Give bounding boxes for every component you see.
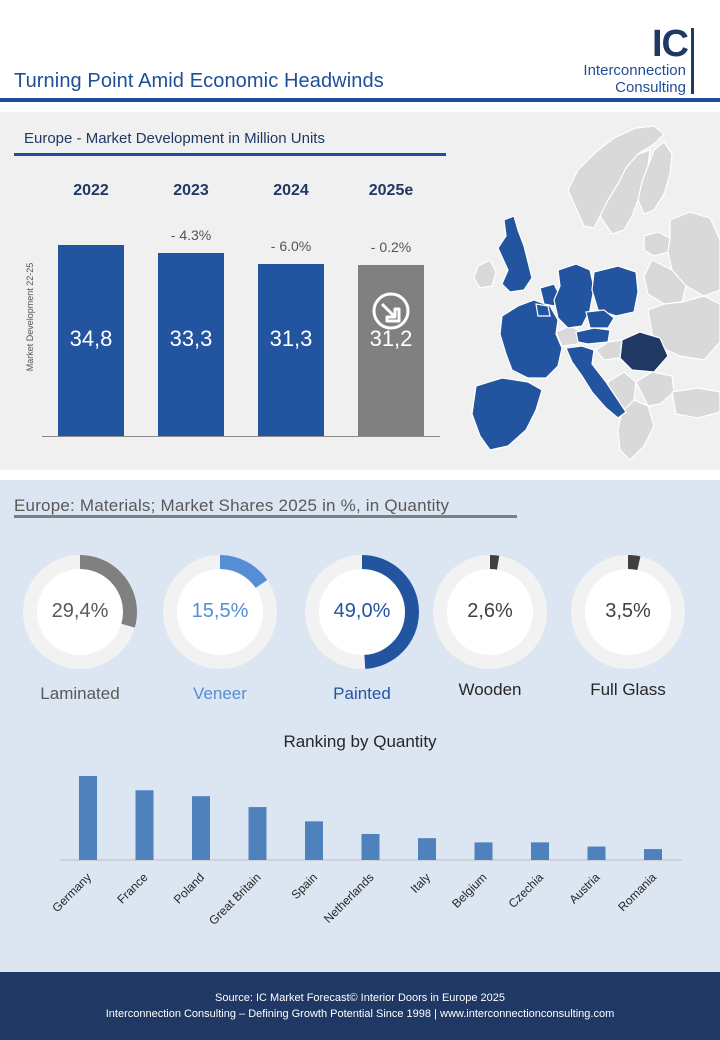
ranking-bar-france <box>135 790 154 860</box>
market-change-label: - 6.0% <box>270 238 312 254</box>
market-bar-value: 34,8 <box>69 326 113 351</box>
footer-tagline: Interconnection Consulting – Defining Gr… <box>105 1008 615 1020</box>
page-title: Turning Point Amid Economic Headwinds <box>14 70 384 92</box>
ranking-bar-austria <box>587 846 606 860</box>
donut-label: Laminated <box>40 684 120 703</box>
donut-label: Veneer <box>193 684 247 703</box>
donut-segment <box>433 555 547 669</box>
market-bar-2023: 33,3 <box>158 253 224 436</box>
footer: Source: IC Market Forecast© Interior Doo… <box>0 972 720 1040</box>
logo-line-1: Interconnection <box>583 62 686 79</box>
ranking-bar-spain <box>305 821 323 860</box>
donut-value: 15,5% <box>191 600 249 622</box>
donut-label: Full Glass <box>590 680 666 699</box>
donut-label: Wooden <box>458 680 522 699</box>
donut-segment <box>571 555 685 669</box>
donut-value: 29,4% <box>51 600 109 622</box>
market-bar-2022: 34,8 <box>58 245 124 436</box>
materials-section-rule <box>14 515 517 518</box>
donut-segment <box>163 555 277 669</box>
market-year-label: 2022 <box>73 182 109 199</box>
ranking-bar-great-britain <box>248 807 267 860</box>
ranking-tick-label: Romania <box>615 870 659 914</box>
ranking-bar-poland <box>192 796 210 860</box>
market-section-title: Europe - Market Development in Million U… <box>24 130 325 147</box>
ranking-bar-belgium <box>474 842 493 860</box>
logo-divider <box>691 28 694 94</box>
ranking-bar-germany <box>79 776 97 860</box>
market-bar-value: 31,3 <box>269 326 313 351</box>
market-change-label: - 0.2% <box>370 239 412 255</box>
ranking-tick-label: Austria <box>566 870 603 907</box>
ranking-bar-netherlands <box>361 833 380 860</box>
ranking-tick-label: Spain <box>289 870 321 902</box>
materials-section: Europe: Materials; Market Shares 2025 in… <box>0 480 720 972</box>
donut-segment <box>305 555 419 669</box>
market-year-label: 2025e <box>368 182 414 199</box>
donut-painted <box>305 555 419 669</box>
footer-source: Source: IC Market Forecast© Interior Doo… <box>215 992 505 1004</box>
ranking-tick-label: Netherlands <box>321 870 377 926</box>
ranking-bar-romania <box>644 849 662 860</box>
market-change-label: - 4.3% <box>170 227 212 243</box>
ranking-tick-label: Italy <box>408 870 433 895</box>
logo-line-2: Consulting <box>615 79 686 96</box>
market-baseline <box>42 436 440 437</box>
donut-value: 2,6% <box>467 600 513 622</box>
donut-full-glass <box>571 555 685 669</box>
ranking-bar-czechia <box>531 842 549 860</box>
donut-veneer <box>163 555 277 669</box>
ranking-tick-label: Germany <box>49 870 94 915</box>
donut-value: 3,5% <box>605 600 651 622</box>
market-bar-value: 33,3 <box>169 326 213 351</box>
ranking-tick-label: Belgium <box>449 870 490 911</box>
market-bar-2024: 31,3 <box>258 264 324 436</box>
materials-section-title: Europe: Materials; Market Shares 2025 in… <box>14 496 450 515</box>
donut-laminated <box>23 555 137 669</box>
down-arrow-icon <box>372 292 410 330</box>
europe-map-icon <box>471 125 720 461</box>
logo: IC Interconnection Consulting <box>556 23 706 98</box>
donut-value: 49,0% <box>333 600 391 622</box>
header: Turning Point Amid Economic Headwinds IC… <box>0 0 720 102</box>
ranking-tick-label: Czechia <box>506 870 547 911</box>
market-development-section: Europe - Market Development in Million U… <box>0 112 720 470</box>
market-year-label: 2023 <box>173 182 209 199</box>
logo-mark: IC <box>652 23 689 65</box>
ranking-tick-label: Poland <box>171 870 207 906</box>
ranking-tick-label: Great Britain <box>206 870 264 928</box>
ranking-bar-italy <box>418 838 436 860</box>
donut-wooden <box>433 555 547 669</box>
market-year-label: 2024 <box>273 182 309 199</box>
header-rule <box>0 98 720 102</box>
donut-segment <box>23 555 137 669</box>
ranking-title: Ranking by Quantity <box>283 732 437 751</box>
market-bar-value: 31,2 <box>369 326 413 351</box>
market-section-rule <box>14 153 446 156</box>
ranking-tick-label: France <box>114 870 151 907</box>
donut-label: Painted <box>333 684 391 703</box>
market-y-axis-label: Market Development 22-25 <box>25 262 35 372</box>
